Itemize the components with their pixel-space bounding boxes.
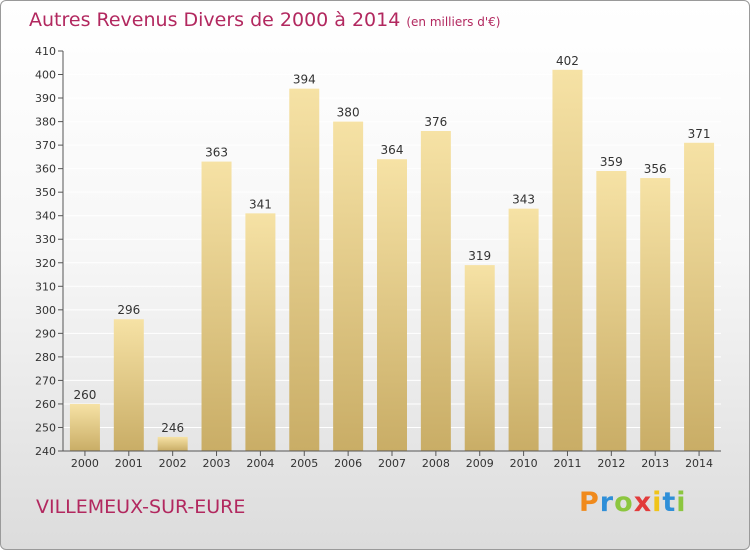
y-tick-label: 240: [35, 445, 56, 458]
data-label: 296: [117, 303, 140, 317]
x-tick-label: 2001: [115, 457, 143, 470]
bar: [640, 178, 671, 451]
logo-letter: i: [652, 487, 663, 518]
unit-note: (en milliers d'€): [406, 15, 501, 29]
data-label: 260: [73, 388, 96, 402]
x-tick-label: 2011: [553, 457, 581, 470]
bar: [201, 161, 232, 451]
y-tick-label: 360: [35, 163, 56, 176]
x-tick-label: 2007: [378, 457, 406, 470]
y-tick-label: 400: [35, 69, 56, 82]
data-label: 359: [600, 155, 623, 169]
data-label: 319: [468, 249, 491, 263]
y-tick-label: 250: [35, 421, 56, 434]
bar: [684, 142, 715, 451]
proxiti-logo: Proxiti: [579, 487, 687, 518]
bar: [333, 121, 364, 452]
y-tick-label: 350: [35, 186, 56, 199]
y-tick-label: 390: [35, 92, 56, 105]
location-label: VILLEMEUX-SUR-EURE: [36, 496, 246, 518]
x-tick-label: 2004: [246, 457, 274, 470]
y-tick-label: 380: [35, 116, 56, 129]
bar: [420, 131, 451, 451]
logo-letter: x: [633, 487, 653, 518]
y-tick-label: 310: [35, 280, 56, 293]
x-tick-label: 2010: [510, 457, 538, 470]
bar: [464, 265, 495, 451]
logo-letter: r: [599, 487, 615, 518]
y-tick-label: 290: [35, 327, 56, 340]
x-tick-label: 2014: [685, 457, 713, 470]
x-tick-label: 2009: [466, 457, 494, 470]
y-tick-label: 410: [35, 45, 56, 58]
logo-letter: i: [676, 487, 687, 518]
x-tick-label: 2003: [203, 457, 231, 470]
bar: [245, 213, 276, 451]
y-tick-label: 340: [35, 210, 56, 223]
logo-letter: t: [662, 487, 677, 518]
x-tick-label: 2013: [641, 457, 669, 470]
bar: [113, 319, 144, 451]
x-tick-label: 2005: [290, 457, 318, 470]
y-tick-label: 320: [35, 257, 56, 270]
bar: [69, 403, 100, 451]
logo-letter: P: [579, 487, 600, 518]
x-tick-label: 2006: [334, 457, 362, 470]
data-label: 371: [688, 127, 711, 141]
y-tick-label: 370: [35, 139, 56, 152]
x-tick-label: 2000: [71, 457, 99, 470]
y-tick-label: 270: [35, 374, 56, 387]
y-tick-label: 260: [35, 398, 56, 411]
data-label: 376: [424, 115, 447, 129]
data-label: 356: [644, 162, 667, 176]
chart-title-text: Autres Revenus Divers de 2000 à 2014: [29, 9, 401, 31]
bar: [596, 171, 627, 451]
data-label: 394: [293, 73, 316, 87]
data-label: 246: [161, 421, 184, 435]
data-label: 341: [249, 197, 272, 211]
data-label: 363: [205, 146, 228, 160]
y-tick-label: 280: [35, 351, 56, 364]
logo-letter: o: [614, 487, 634, 518]
bar: [508, 208, 539, 451]
data-label: 380: [337, 106, 360, 120]
data-label: 364: [381, 143, 404, 157]
bar: [552, 69, 583, 451]
bar: [289, 88, 320, 451]
bar: [377, 159, 407, 451]
chart-title: Autres Revenus Divers de 2000 à 2014 (en …: [29, 9, 500, 31]
x-tick-label: 2002: [159, 457, 187, 470]
bar: [157, 436, 188, 451]
x-tick-label: 2008: [422, 457, 450, 470]
data-label: 343: [512, 193, 535, 207]
y-tick-label: 300: [35, 304, 56, 317]
data-label: 402: [556, 54, 579, 68]
y-tick-label: 330: [35, 233, 56, 246]
x-tick-label: 2012: [597, 457, 625, 470]
